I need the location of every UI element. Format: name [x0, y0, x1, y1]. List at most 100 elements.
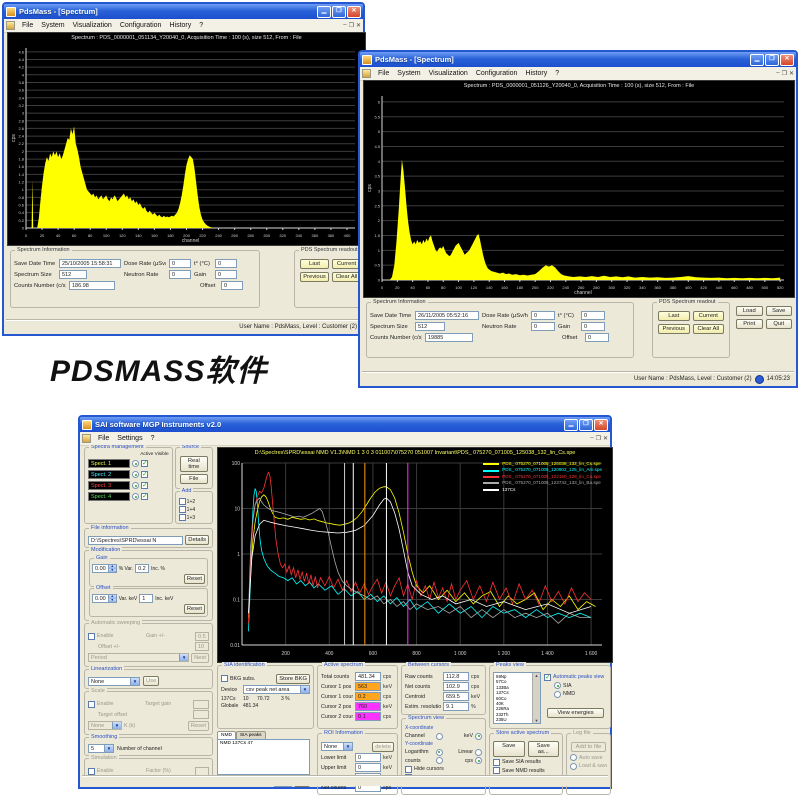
readout-button[interactable]: Current [332, 259, 361, 269]
sweep-offset-field[interactable]: 10 [195, 642, 209, 651]
peak-item[interactable]: 137Cs [496, 690, 509, 696]
gain-spinner[interactable]: 0.00 ▲ ▼ [92, 564, 117, 573]
visible-checkbox[interactable] [141, 470, 148, 478]
readout-button[interactable]: Previous [300, 272, 329, 282]
roi-delete-button[interactable]: delete [372, 741, 394, 752]
inc-field[interactable]: 1 [139, 594, 154, 603]
mdi-close-icon[interactable]: ✕ [355, 23, 361, 29]
add-checkbox[interactable] [178, 506, 186, 513]
row-value[interactable]: 0.1 [355, 712, 381, 721]
titlebar[interactable]: PdsMass - [Spectrum] ▁ ❐ ✕ [4, 4, 363, 19]
menu-item[interactable]: Settings [117, 435, 143, 442]
active-radio[interactable] [132, 493, 139, 500]
add-checkbox[interactable] [178, 514, 186, 521]
save-sia-checkbox[interactable] [493, 758, 500, 766]
sweep-next-button[interactable]: Next [191, 652, 209, 663]
auto-save-radio[interactable] [570, 754, 577, 761]
simulation-enable-checkbox[interactable] [88, 767, 95, 775]
temp-field[interactable]: 0 [215, 259, 237, 268]
save-nmd-checkbox[interactable] [493, 767, 500, 774]
peaks-list[interactable]: 59Np57Co133Ba137Cs60Co40K226Ra232Th235U2… [493, 672, 541, 724]
period-dropdown[interactable]: Period ▼ [88, 653, 190, 662]
device-dropdown[interactable]: csv peak net area ▼ [243, 685, 310, 694]
file-action-button[interactable]: Load [736, 306, 763, 316]
peak-item[interactable]: 226Ra [496, 706, 509, 712]
file-action-button[interactable]: Save [765, 306, 792, 316]
menu-item[interactable]: Configuration [119, 22, 162, 29]
row-value[interactable]: 481.34 [355, 672, 381, 681]
mdi-minimize-icon[interactable]: – [590, 435, 594, 441]
details-button[interactable]: Details [185, 535, 209, 545]
active-radio[interactable] [132, 471, 139, 478]
tab-nmd[interactable]: NMD [217, 731, 236, 739]
store-bkg-button[interactable]: Store BKG [276, 673, 310, 684]
titlebar[interactable]: SAI software MGP Instruments v2.0 ▁ ❐ ✕ [80, 417, 610, 432]
counts-field[interactable]: 186.98 [69, 281, 115, 290]
offset-field[interactable]: 0 [221, 281, 243, 290]
peak-item[interactable]: 238U [496, 723, 532, 724]
target-gain-field[interactable] [193, 699, 209, 709]
peaks-scrollbar[interactable]: ▲ ▼ [532, 673, 540, 723]
scroll-down-icon[interactable]: ▼ [534, 717, 539, 723]
save-date-field[interactable]: 26/11/2005 05:52:16 [415, 311, 479, 320]
tab-sia-peaks[interactable]: SIA peaks [235, 731, 266, 739]
neutron-field[interactable]: 0 [169, 270, 191, 279]
load-save-radio[interactable] [570, 762, 577, 770]
multi-spectrum-chart[interactable]: 0.01 0.1 1 10 100 200 400 600 800 1 000 1 200 1 400… [218, 458, 610, 660]
mdi-restore-icon[interactable]: ❐ [595, 436, 601, 442]
add-to-file-button[interactable]: Add to file [571, 742, 606, 752]
mdi-restore-icon[interactable]: ❐ [781, 71, 787, 77]
neutron-field[interactable]: 0 [531, 322, 555, 331]
gain-field[interactable]: 0 [215, 270, 237, 279]
nmd-result-item[interactable]: NMD 137Cs 47 [220, 741, 253, 746]
row-value[interactable]: 0.2 [355, 692, 381, 701]
linearization-dropdown[interactable]: None ▼ [88, 676, 140, 686]
offset-reset-button[interactable]: Reset [183, 604, 205, 614]
scale-mode-dropdown[interactable]: None ▼ [88, 721, 122, 730]
readout-button[interactable]: Last [300, 259, 329, 269]
mdi-restore-icon[interactable]: ❐ [348, 23, 354, 29]
readout-button[interactable]: Current [692, 311, 724, 321]
dose-rate-field[interactable]: 0 [531, 311, 555, 320]
inc-field[interactable]: 0.2 [135, 564, 150, 573]
roi-dropdown[interactable]: None ▼ [321, 742, 353, 751]
menu-item[interactable]: File [22, 22, 34, 29]
visible-checkbox[interactable] [141, 459, 148, 467]
realtime-button[interactable]: Real time [179, 456, 208, 472]
menu-item[interactable]: History [525, 70, 548, 77]
file-button[interactable]: File [179, 474, 208, 484]
file-action-button[interactable]: Print [736, 319, 763, 329]
gain-field[interactable]: 0 [581, 322, 605, 331]
menu-item[interactable]: File [378, 70, 390, 77]
active-radio[interactable] [132, 460, 139, 467]
cps-radio[interactable] [475, 757, 482, 764]
dose-rate-field[interactable]: 0 [169, 259, 191, 268]
close-button[interactable]: ✕ [347, 5, 361, 18]
sweep-gain-field[interactable]: 0.5 [195, 631, 209, 641]
gain-reset-button[interactable]: Reset [183, 574, 205, 584]
peak-item[interactable]: 40K [496, 701, 504, 707]
peak-item[interactable]: 60Co [496, 695, 507, 701]
offset-field[interactable]: 0 [585, 333, 609, 342]
view-energies-button[interactable]: View energies [547, 707, 604, 718]
visible-checkbox[interactable] [141, 481, 148, 489]
menu-item[interactable]: File [98, 435, 110, 442]
auto-peaks-checkbox[interactable] [544, 673, 551, 681]
linear-radio[interactable] [475, 748, 482, 756]
peak-item[interactable]: 232Th [496, 711, 509, 717]
readout-button[interactable]: Previous [658, 324, 690, 334]
readout-button[interactable]: Last [658, 311, 690, 321]
menu-item[interactable]: ? [150, 435, 155, 442]
add-checkbox[interactable] [178, 498, 186, 505]
maximize-button[interactable]: ❐ [579, 418, 593, 431]
log-radio[interactable] [435, 748, 443, 756]
minimize-button[interactable]: ▁ [564, 418, 578, 431]
save-date-field[interactable]: 25/10/2005 15:58:31 [59, 259, 121, 268]
mdi-minimize-icon[interactable]: – [776, 70, 780, 76]
file-action-button[interactable]: Quit [765, 319, 792, 329]
peak-item[interactable]: 57Co [496, 679, 507, 685]
menu-item[interactable]: System [41, 22, 65, 29]
target-offset-field[interactable] [193, 710, 209, 719]
readout-button[interactable]: Clear All [692, 324, 724, 334]
sweeping-enable-checkbox[interactable] [88, 632, 95, 640]
